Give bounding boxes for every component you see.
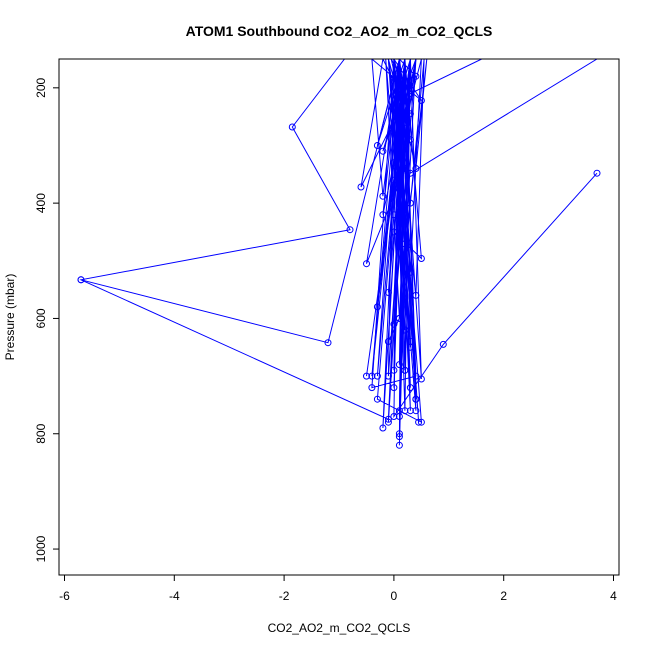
data-point bbox=[390, 176, 398, 184]
data-point bbox=[406, 90, 414, 98]
data-point bbox=[401, 366, 409, 374]
data-point bbox=[417, 255, 425, 262]
data-point bbox=[384, 418, 392, 426]
data-point bbox=[357, 183, 365, 191]
data-point bbox=[379, 424, 387, 432]
data-point bbox=[406, 343, 414, 351]
y-tick-label: 800 bbox=[34, 423, 48, 443]
data-point bbox=[412, 291, 420, 299]
data-point bbox=[395, 361, 403, 369]
x-tick-label: -6 bbox=[59, 589, 70, 603]
chart-title: ATOM1 Southbound CO2_AO2_m_CO2_QCLS bbox=[186, 23, 493, 39]
series-line-0 bbox=[79, 59, 423, 446]
data-point bbox=[401, 245, 409, 253]
data-point bbox=[593, 169, 601, 177]
x-axis-label: CO2_AO2_m_CO2_QCLS bbox=[268, 621, 411, 635]
data-point bbox=[384, 415, 392, 423]
data-point bbox=[363, 372, 370, 380]
data-point bbox=[379, 192, 387, 200]
data-point bbox=[439, 340, 447, 348]
data-point bbox=[373, 142, 381, 149]
series-line-1 bbox=[393, 59, 598, 273]
data-point bbox=[384, 372, 392, 380]
x-tick-label: 4 bbox=[610, 589, 617, 603]
data-point bbox=[390, 384, 398, 392]
x-tick-label: 0 bbox=[391, 589, 398, 603]
data-point bbox=[288, 123, 296, 131]
data-point bbox=[379, 147, 387, 155]
data-point bbox=[401, 326, 409, 334]
y-tick-label: 600 bbox=[34, 308, 48, 328]
data-point bbox=[390, 413, 398, 420]
y-tick-label: 1000 bbox=[34, 535, 48, 562]
x-tick-label: -2 bbox=[279, 589, 290, 603]
plot-frame bbox=[58, 58, 620, 576]
data-point bbox=[412, 395, 420, 403]
data-point bbox=[368, 384, 376, 392]
data-point bbox=[395, 240, 403, 247]
y-axis: 200 400 600 800 1000 bbox=[34, 77, 59, 562]
data-point bbox=[77, 276, 85, 284]
plot-region bbox=[77, 59, 601, 449]
data-point bbox=[395, 433, 403, 441]
y-tick-label: 200 bbox=[34, 77, 48, 97]
x-axis: -6 -4 -2 0 2 4 bbox=[59, 575, 617, 603]
data-point bbox=[346, 226, 354, 234]
y-axis-label: Pressure (mbar) bbox=[3, 274, 17, 361]
data-point bbox=[412, 407, 420, 415]
data-point bbox=[395, 314, 403, 322]
data-point bbox=[384, 338, 392, 345]
x-tick-label: -4 bbox=[169, 589, 180, 603]
data-point bbox=[395, 441, 403, 449]
data-point bbox=[363, 260, 370, 268]
x-tick-label: 2 bbox=[500, 589, 507, 603]
data-point bbox=[412, 165, 420, 172]
data-point bbox=[395, 407, 403, 415]
y-tick-label: 400 bbox=[34, 193, 48, 213]
data-point bbox=[415, 418, 423, 426]
data-point bbox=[373, 395, 381, 403]
data-point bbox=[384, 289, 392, 296]
data-point bbox=[368, 372, 376, 380]
data-point bbox=[390, 320, 398, 328]
data-point bbox=[324, 339, 332, 347]
series-line-5 bbox=[385, 59, 482, 423]
series-line-2 bbox=[80, 59, 411, 344]
